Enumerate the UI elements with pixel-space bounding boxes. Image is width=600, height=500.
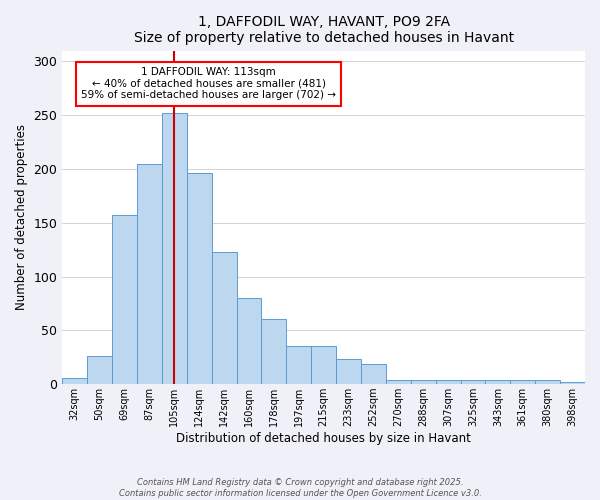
Bar <box>436 380 461 384</box>
Bar <box>511 380 535 384</box>
Bar <box>187 173 212 384</box>
Bar <box>162 113 187 384</box>
Bar <box>112 215 137 384</box>
Bar <box>411 380 436 384</box>
Bar <box>336 360 361 384</box>
Bar <box>87 356 112 384</box>
Bar <box>485 380 511 384</box>
Bar <box>560 382 585 384</box>
Bar <box>386 380 411 384</box>
Bar <box>286 346 311 384</box>
Bar <box>262 318 286 384</box>
Bar <box>236 298 262 384</box>
Y-axis label: Number of detached properties: Number of detached properties <box>15 124 28 310</box>
X-axis label: Distribution of detached houses by size in Havant: Distribution of detached houses by size … <box>176 432 471 445</box>
Text: 1 DAFFODIL WAY: 113sqm
← 40% of detached houses are smaller (481)
59% of semi-de: 1 DAFFODIL WAY: 113sqm ← 40% of detached… <box>81 67 336 100</box>
Title: 1, DAFFODIL WAY, HAVANT, PO9 2FA
Size of property relative to detached houses in: 1, DAFFODIL WAY, HAVANT, PO9 2FA Size of… <box>134 15 514 45</box>
Bar <box>535 380 560 384</box>
Bar <box>461 380 485 384</box>
Bar <box>212 252 236 384</box>
Text: Contains HM Land Registry data © Crown copyright and database right 2025.
Contai: Contains HM Land Registry data © Crown c… <box>119 478 481 498</box>
Bar <box>311 346 336 384</box>
Bar <box>361 364 386 384</box>
Bar <box>137 164 162 384</box>
Bar <box>62 378 87 384</box>
